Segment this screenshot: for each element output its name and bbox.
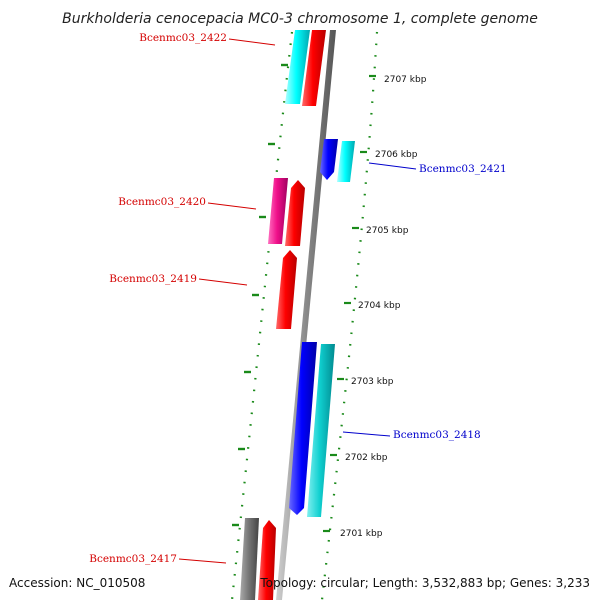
gene-labels: Bcenmc03_2422 Bcenmc03_2421 Bcenmc03_242… bbox=[89, 32, 507, 565]
tick-label-2706: 2706 kbp bbox=[375, 150, 418, 160]
tick-label-2702: 2702 kbp bbox=[345, 453, 388, 463]
feature-cds-2421 bbox=[320, 139, 338, 180]
tick-label-2705: 2705 kbp bbox=[366, 226, 409, 236]
gene-label-2421[interactable]: Bcenmc03_2421 bbox=[419, 163, 507, 175]
leader-line-2422 bbox=[228, 38, 276, 46]
gene-label-2419[interactable]: Bcenmc03_2419 bbox=[109, 273, 197, 285]
features bbox=[240, 30, 355, 600]
feature-rna-2418 bbox=[307, 344, 335, 517]
gene-label-2418[interactable]: Bcenmc03_2418 bbox=[393, 429, 481, 441]
feature-cds-2418 bbox=[289, 342, 317, 515]
inner-ring-dashes bbox=[232, 63, 288, 527]
feature-cds-2422 bbox=[302, 30, 326, 106]
gene-label-2417[interactable]: Bcenmc03_2417 bbox=[89, 553, 177, 565]
accession-text: Accession: NC_010508 bbox=[9, 576, 145, 590]
feature-pseudo-2420 bbox=[268, 178, 288, 244]
feature-rna-2422 bbox=[285, 30, 310, 104]
gene-label-2422[interactable]: Bcenmc03_2422 bbox=[139, 32, 227, 44]
gene-label-2420[interactable]: Bcenmc03_2420 bbox=[118, 196, 206, 208]
feature-rna-2421 bbox=[337, 141, 355, 182]
leader-line-2419 bbox=[198, 278, 248, 286]
tick-label-2703: 2703 kbp bbox=[351, 377, 394, 387]
tick-label-2701: 2701 kbp bbox=[340, 529, 383, 539]
feature-cds-2417 bbox=[258, 520, 276, 600]
feature-cds-2420 bbox=[285, 180, 305, 246]
tick-labels: 2707 kbp 2706 kbp 2705 kbp 2704 kbp 2703… bbox=[340, 75, 427, 539]
feature-cds-2419 bbox=[276, 250, 297, 329]
tick-label-2707: 2707 kbp bbox=[384, 75, 427, 85]
leader-line-2420 bbox=[207, 202, 257, 210]
tick-label-2704: 2704 kbp bbox=[358, 301, 401, 311]
feature-other-2417 bbox=[240, 518, 259, 600]
map-title: Burkholderia cenocepacia MC0-3 chromosom… bbox=[62, 11, 538, 27]
tick-marks bbox=[323, 74, 376, 533]
leader-line-2418 bbox=[342, 431, 391, 437]
topology-text: Topology: circular; Length: 3,532,883 bp… bbox=[259, 576, 590, 590]
outer-dotted-ring bbox=[320, 31, 379, 600]
leader-line-2417 bbox=[178, 558, 227, 564]
leader-line-2421 bbox=[368, 162, 417, 170]
